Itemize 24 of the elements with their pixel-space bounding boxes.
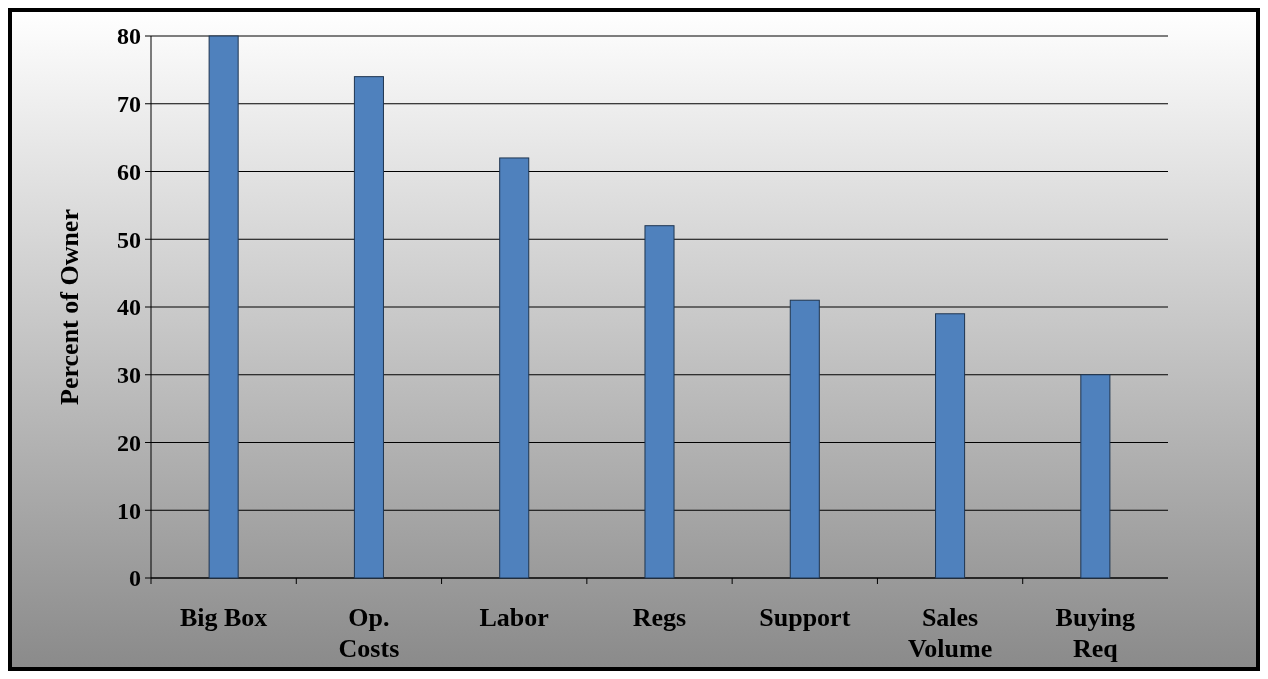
y-tick-label: 30 — [117, 362, 141, 389]
y-tick-label: 10 — [117, 497, 141, 524]
y-tick-label: 50 — [117, 226, 141, 253]
bar — [935, 313, 966, 579]
y-tick-label: 80 — [117, 23, 141, 50]
bar — [1080, 374, 1111, 579]
bar — [499, 157, 530, 579]
y-tick-label: 70 — [117, 91, 141, 118]
x-tick-label: Regs — [632, 603, 687, 632]
bar — [644, 225, 675, 579]
y-axis-title: Percent of Owner — [55, 209, 84, 405]
bar — [789, 299, 820, 579]
bar — [353, 76, 384, 579]
x-tick-label: Support — [759, 603, 851, 632]
x-tick-label: Op. Costs — [338, 603, 400, 663]
x-tick-label: Big Box — [179, 603, 268, 632]
y-tick-label: 20 — [117, 429, 141, 456]
y-tick-label: 40 — [117, 294, 141, 321]
y-tick-label: 60 — [117, 158, 141, 185]
bar — [208, 35, 239, 579]
x-tick-label: Sales Volume — [907, 603, 993, 663]
x-tick-label: Labor — [479, 603, 549, 632]
y-tick-label: 0 — [129, 565, 141, 592]
x-tick-label: Buying Req — [1055, 603, 1136, 663]
